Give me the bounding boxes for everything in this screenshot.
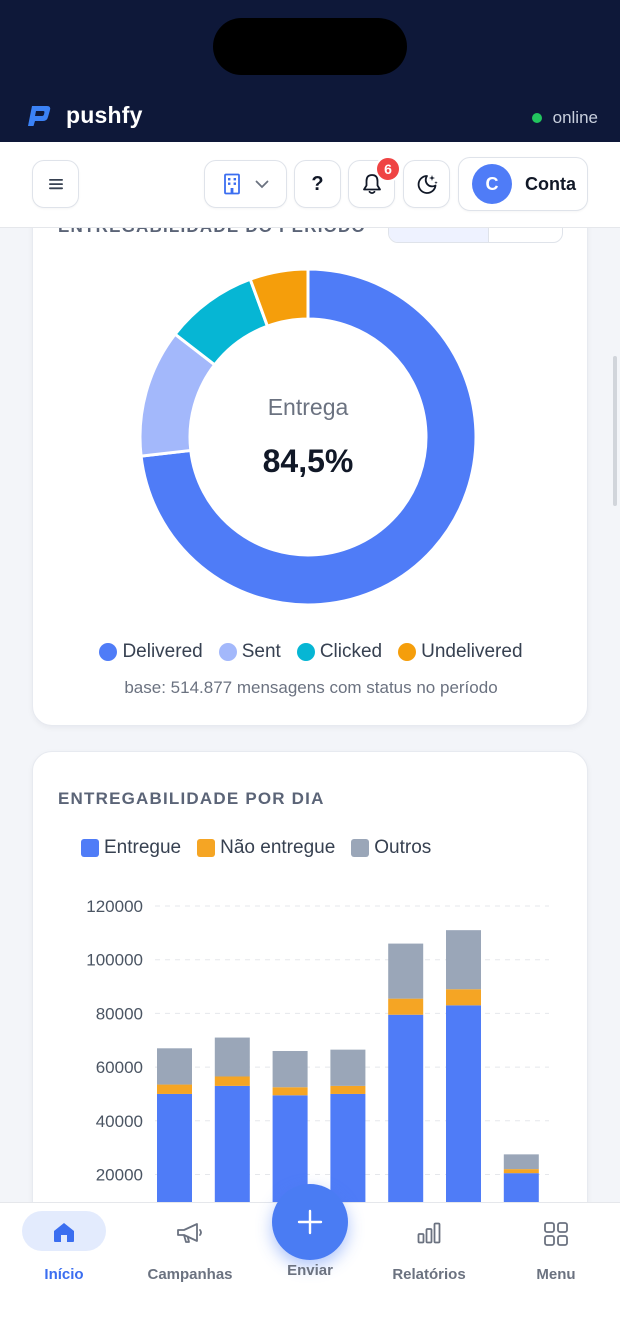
home-icon xyxy=(54,1223,74,1242)
notification-count-badge: 6 xyxy=(375,156,401,182)
plus-icon xyxy=(297,1209,323,1235)
donut-center-label: Entrega xyxy=(267,394,349,420)
y-tick-label: 40000 xyxy=(96,1112,143,1131)
bottom-navigation: Início Campanhas Relatórios Menu xyxy=(0,1202,620,1342)
status-dot-icon xyxy=(531,113,542,123)
y-tick-label: 100000 xyxy=(86,951,143,970)
legend-item-entregue[interactable]: Entregue xyxy=(81,837,181,859)
bar-segment-n-o-entregue[interactable] xyxy=(446,989,481,1006)
bar-segment-outros[interactable] xyxy=(388,943,424,999)
donut-slice-undelivered[interactable] xyxy=(248,267,310,329)
bar-segment-n-o-entregue[interactable] xyxy=(157,1084,192,1094)
bar-segment-outros[interactable] xyxy=(330,1049,366,1086)
legend-item-clicked[interactable]: Clicked xyxy=(296,641,383,663)
bell-icon xyxy=(362,174,381,195)
legend-label: Clicked xyxy=(319,641,383,662)
hamburger-icon xyxy=(48,179,63,190)
theme-toggle-button[interactable] xyxy=(403,160,450,208)
legend-swatch xyxy=(99,643,118,661)
help-button[interactable]: ? xyxy=(294,160,341,208)
brand-name: pushfy xyxy=(66,102,143,128)
legend-swatch xyxy=(218,643,237,661)
bar-segment-outros[interactable] xyxy=(503,1154,539,1170)
toolbar: ? 6 C Conta xyxy=(0,142,620,228)
legend-item-outros[interactable]: Outros xyxy=(351,837,431,859)
nav-menu-label: Menu xyxy=(536,1266,576,1283)
legend-item-sent[interactable]: Sent xyxy=(218,641,281,663)
delivery-daily-title: ENTREGABILIDADE POR DIA xyxy=(58,789,325,808)
legend-item-undelivered[interactable]: Undelivered xyxy=(398,641,523,663)
donut-legend: Delivered Sent Clicked Undelivered xyxy=(33,641,587,663)
delivery-donut-chart: Entrega 84,5% xyxy=(138,267,478,607)
megaphone-icon xyxy=(177,1223,202,1243)
scrollbar[interactable] xyxy=(613,356,617,506)
connection-status: online xyxy=(531,108,598,128)
status-label: online xyxy=(552,108,598,127)
bar-legend: Entregue Não entregue Outros xyxy=(81,837,431,859)
hamburger-menu-button[interactable] xyxy=(32,160,79,208)
y-tick-label: 60000 xyxy=(96,1058,143,1077)
send-fab-button[interactable] xyxy=(272,1184,348,1260)
legend-swatch xyxy=(81,839,99,857)
legend-item-nao-entregue[interactable]: Não entregue xyxy=(197,837,335,859)
help-icon: ? xyxy=(311,172,324,195)
nav-campaigns[interactable]: Campanhas xyxy=(140,1211,240,1283)
organization-selector[interactable] xyxy=(204,160,287,208)
building-icon xyxy=(223,173,240,195)
nav-home[interactable]: Início xyxy=(22,1211,106,1283)
bar-segment-n-o-entregue[interactable] xyxy=(214,1076,250,1086)
legend-swatch xyxy=(197,839,216,857)
nav-campaigns-label: Campanhas xyxy=(147,1266,233,1283)
chevron-down-icon xyxy=(255,180,268,188)
nav-menu[interactable]: Menu xyxy=(520,1211,592,1283)
bar-segment-n-o-entregue[interactable] xyxy=(503,1169,539,1174)
moon-stars-icon xyxy=(417,175,438,194)
y-tick-label: 120000 xyxy=(86,897,143,916)
donut-slice-delivered[interactable] xyxy=(139,267,478,607)
bar-segment-outros[interactable] xyxy=(157,1048,192,1085)
legend-swatch xyxy=(398,643,417,661)
send-fab-label: Enviar xyxy=(287,1262,333,1279)
legend-label: Delivered xyxy=(122,641,203,662)
brand: pushfy xyxy=(26,102,143,129)
account-button[interactable]: C Conta xyxy=(458,157,588,211)
donut-center-value: 84,5% xyxy=(262,443,354,479)
bar-segment-entregue[interactable] xyxy=(388,1014,424,1229)
nav-reports-label: Relatórios xyxy=(392,1266,466,1283)
bar-segment-n-o-entregue[interactable] xyxy=(388,998,424,1015)
account-label: Conta xyxy=(525,173,576,194)
grid-icon xyxy=(544,1222,568,1246)
bar-segment-outros[interactable] xyxy=(272,1050,308,1088)
donut-center: Entrega 84,5% xyxy=(140,269,476,605)
nav-reports[interactable]: Relatórios xyxy=(384,1211,474,1283)
base-note: base: 514.877 mensagens com status no pe… xyxy=(124,678,498,697)
pushfy-logo-icon xyxy=(28,105,51,126)
y-tick-label: 80000 xyxy=(96,1004,143,1023)
notifications-button[interactable]: 6 xyxy=(348,156,401,208)
bar-segment-n-o-entregue[interactable] xyxy=(272,1087,308,1096)
bar-segment-entregue[interactable] xyxy=(446,1005,481,1229)
avatar: C xyxy=(472,164,512,204)
device-notch xyxy=(213,18,407,75)
bar-chart-icon xyxy=(417,1222,441,1244)
legend-label: Sent xyxy=(241,641,281,662)
delivery-period-card: ENTREGABILIDADE DO PERÍODO Entrega 84,5%… xyxy=(32,190,588,726)
bar-segment-outros[interactable] xyxy=(214,1037,250,1077)
legend-label: Outros xyxy=(374,837,432,858)
app-header: pushfy online xyxy=(0,0,620,142)
y-tick-label: 20000 xyxy=(96,1166,143,1185)
nav-home-label: Início xyxy=(44,1266,84,1283)
legend-swatch xyxy=(351,839,370,857)
bar-segment-n-o-entregue[interactable] xyxy=(330,1085,366,1094)
donut-svg xyxy=(138,267,478,607)
legend-label: Undelivered xyxy=(421,641,523,662)
bar-segment-outros[interactable] xyxy=(446,930,481,990)
legend-label: Não entregue xyxy=(220,837,336,858)
legend-swatch xyxy=(296,643,315,661)
legend-item-delivered[interactable]: Delivered xyxy=(99,641,203,663)
legend-label: Entregue xyxy=(104,837,182,858)
